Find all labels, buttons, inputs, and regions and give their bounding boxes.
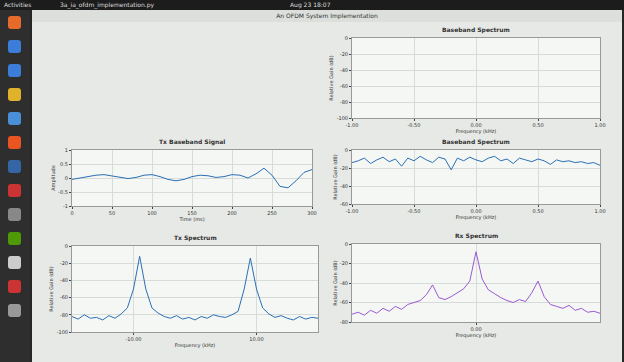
svg-text:200: 200 bbox=[227, 210, 237, 216]
html-text:3a_ia_ofdm_implementation.py: 3a_ia_ofdm_implementation.py bbox=[60, 1, 155, 8]
svg-text:Tx Baseband Signal: Tx Baseband Signal bbox=[159, 138, 225, 146]
svg-text:Frequency (kHz): Frequency (kHz) bbox=[456, 214, 497, 221]
svg-text:Frequency (kHz): Frequency (kHz) bbox=[456, 332, 497, 339]
html-text:Aug 23 18:07: Aug 23 18:07 bbox=[290, 1, 331, 8]
svg-text:-1.00: -1.00 bbox=[346, 122, 359, 128]
svg-text:Relative Gain (dB): Relative Gain (dB) bbox=[332, 260, 338, 305]
svg-text:-60: -60 bbox=[340, 299, 348, 305]
svg-text:Baseband Spectrum: Baseband Spectrum bbox=[442, 26, 510, 34]
svg-text:-80: -80 bbox=[340, 319, 348, 325]
html-text:Activities: Activities bbox=[4, 1, 32, 8]
svg-text:0.5: 0.5 bbox=[60, 161, 68, 167]
svg-text:Tx Spectrum: Tx Spectrum bbox=[174, 234, 217, 242]
svg-text:-10.00: -10.00 bbox=[125, 336, 141, 342]
html-text:An OFDM System Implementation: An OFDM System Implementation bbox=[276, 12, 378, 19]
svg-text:0: 0 bbox=[65, 175, 68, 181]
svg-text:150: 150 bbox=[187, 210, 197, 216]
svg-text:-40: -40 bbox=[340, 67, 348, 73]
svg-text:0: 0 bbox=[345, 147, 348, 153]
svg-text:Amplitude: Amplitude bbox=[50, 165, 57, 191]
svg-text:0: 0 bbox=[345, 241, 348, 247]
svg-text:-0.5: -0.5 bbox=[58, 189, 68, 195]
svg-text:-20: -20 bbox=[340, 51, 348, 57]
svg-text:-100: -100 bbox=[337, 115, 348, 121]
svg-text:100: 100 bbox=[147, 210, 157, 216]
svg-text:Frequency (kHz): Frequency (kHz) bbox=[456, 128, 497, 135]
svg-text:0.00: 0.00 bbox=[470, 326, 481, 332]
svg-text:-60: -60 bbox=[60, 294, 68, 300]
svg-text:300: 300 bbox=[307, 210, 317, 216]
svg-text:250: 250 bbox=[267, 210, 277, 216]
svg-text:-60: -60 bbox=[340, 83, 348, 89]
svg-text:0.00: 0.00 bbox=[470, 208, 481, 214]
svg-text:Frequency (kHz): Frequency (kHz) bbox=[175, 342, 216, 349]
svg-text:-0.50: -0.50 bbox=[408, 208, 421, 214]
svg-text:0: 0 bbox=[345, 35, 348, 41]
svg-text:Baseband Spectrum: Baseband Spectrum bbox=[442, 138, 510, 146]
svg-text:-80: -80 bbox=[60, 312, 68, 318]
svg-text:0: 0 bbox=[65, 243, 68, 249]
svg-text:0.00: 0.00 bbox=[470, 122, 481, 128]
svg-text:-20: -20 bbox=[340, 260, 348, 266]
svg-text:1: 1 bbox=[65, 147, 68, 153]
svg-text:50: 50 bbox=[109, 210, 115, 216]
svg-text:-1.00: -1.00 bbox=[346, 208, 359, 214]
svg-text:0.50: 0.50 bbox=[532, 122, 543, 128]
svg-text:0: 0 bbox=[70, 210, 73, 216]
svg-text:-100: -100 bbox=[57, 329, 68, 335]
svg-text:Relative Gain (dB): Relative Gain (dB) bbox=[328, 55, 334, 100]
svg-text:-20: -20 bbox=[340, 165, 348, 171]
svg-text:-80: -80 bbox=[340, 99, 348, 105]
svg-text:-20: -20 bbox=[60, 260, 68, 266]
svg-text:-1: -1 bbox=[63, 203, 68, 209]
svg-text:-60: -60 bbox=[340, 201, 348, 207]
svg-text:Relative Gain (dB): Relative Gain (dB) bbox=[48, 266, 54, 311]
svg-text:0.50: 0.50 bbox=[532, 208, 543, 214]
svg-text:-0.50: -0.50 bbox=[408, 122, 421, 128]
svg-text:1.00: 1.00 bbox=[594, 208, 605, 214]
svg-text:Time (ms): Time (ms) bbox=[178, 216, 204, 222]
svg-text:1.00: 1.00 bbox=[594, 122, 605, 128]
svg-text:-40: -40 bbox=[60, 277, 68, 283]
svg-text:Rx Spectrum: Rx Spectrum bbox=[455, 232, 498, 240]
svg-text:Relative Gain (dB): Relative Gain (dB) bbox=[332, 154, 338, 199]
svg-text:-40: -40 bbox=[340, 183, 348, 189]
svg-text:10.00: 10.00 bbox=[249, 336, 263, 342]
svg-text:-40: -40 bbox=[340, 280, 348, 286]
